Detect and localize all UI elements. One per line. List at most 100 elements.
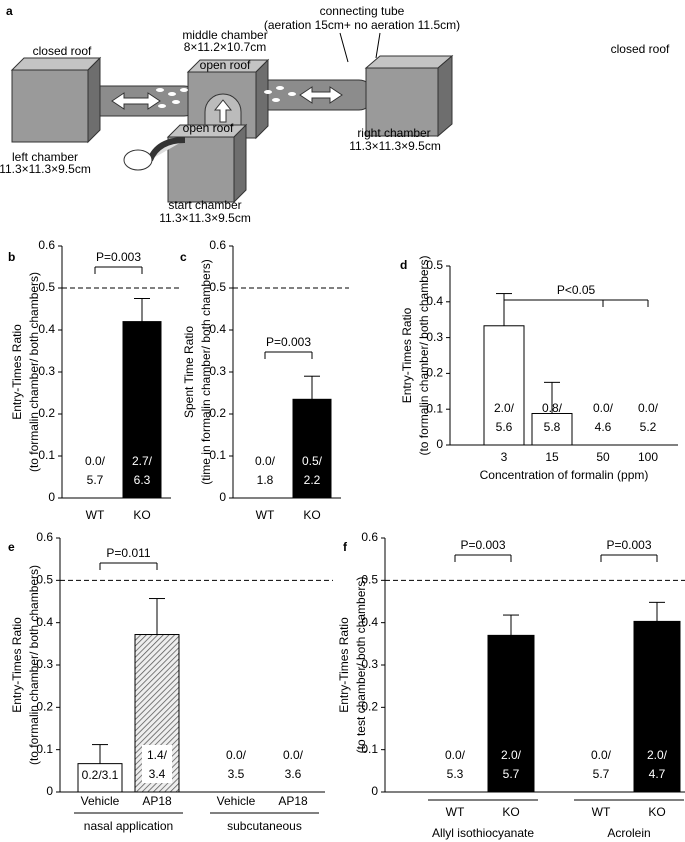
diagram-label: left chamber bbox=[12, 150, 78, 164]
x-tick-label: WT bbox=[446, 805, 465, 819]
group-label: nasal application bbox=[84, 819, 173, 833]
y-axis-label: Entry-Times Ratio bbox=[10, 617, 24, 713]
bar-annotation: 5.8 bbox=[544, 420, 561, 434]
bar-annotation: 4.6 bbox=[595, 420, 612, 434]
y-tick-label: 0.1 bbox=[426, 401, 443, 415]
bar-annotation: 2.0/ bbox=[501, 748, 522, 762]
y-tick-label: 0 bbox=[371, 784, 378, 798]
sig-label: P=0.003 bbox=[96, 250, 141, 264]
x-tick-label: WT bbox=[256, 508, 275, 522]
y-tick-label: 0.6 bbox=[38, 238, 55, 252]
sig-label: P<0.05 bbox=[557, 283, 596, 297]
x-tick-label: 100 bbox=[638, 450, 658, 464]
bar-annotation: 0.0/ bbox=[85, 454, 106, 468]
arrow bbox=[213, 99, 233, 123]
y-tick-label: 0.1 bbox=[38, 448, 55, 462]
y-tick-label: 0.6 bbox=[209, 238, 226, 252]
bar-annotation: 0.0/ bbox=[283, 748, 304, 762]
y-tick-label: 0.4 bbox=[426, 294, 443, 308]
diagram-label: (aeration 15cm+ no aeration 11.5cm) bbox=[264, 18, 460, 32]
diagram-label: closed roof bbox=[611, 42, 670, 56]
pointer bbox=[339, 32, 381, 63]
y-tick-label: 0.5 bbox=[426, 258, 443, 272]
bar-annotation: 2.0/ bbox=[647, 748, 668, 762]
bar-annotation: 0.0/ bbox=[255, 454, 276, 468]
box bbox=[365, 67, 439, 137]
y-tick-label: 0.3 bbox=[426, 330, 443, 344]
diagram-label: open roof bbox=[183, 121, 234, 135]
x-tick-label: AP18 bbox=[278, 794, 308, 808]
y-tick-label: 0.2 bbox=[426, 366, 443, 380]
panel-letter: a bbox=[6, 4, 13, 18]
box bbox=[233, 123, 247, 204]
x-tick-label: AP18 bbox=[142, 794, 172, 808]
x-tick-label: 50 bbox=[596, 450, 610, 464]
bar bbox=[487, 634, 535, 793]
bar-annotation: 3.4 bbox=[149, 767, 166, 781]
bar bbox=[122, 321, 162, 499]
bar bbox=[483, 325, 525, 446]
y-axis-sublabel: (time in formalin chamber/ both chambers… bbox=[199, 259, 213, 484]
x-tick-label: KO bbox=[303, 508, 320, 522]
box bbox=[364, 55, 454, 69]
diagram-label: open roof bbox=[200, 58, 251, 72]
y-axis-sublabel: (to test chamber/ both chambers) bbox=[354, 577, 368, 754]
bar-annotation: 0.8/ bbox=[542, 401, 563, 415]
y-tick-label: 0 bbox=[46, 784, 53, 798]
diagram-label: closed roof bbox=[33, 44, 92, 58]
panel-letter: f bbox=[343, 540, 348, 554]
y-tick-label: 0.4 bbox=[38, 322, 55, 336]
y-tick-label: 0.3 bbox=[209, 364, 226, 378]
bar-annotation: 4.7 bbox=[649, 767, 666, 781]
y-tick-label: 0.2 bbox=[38, 406, 55, 420]
y-axis-sublabel: (to formalin chamber/ both chambers) bbox=[27, 272, 41, 472]
bar-annotation: 1.8 bbox=[257, 473, 274, 487]
x-axis-label: Concentration of formalin (ppm) bbox=[480, 468, 649, 482]
bar-annotation: 0.2/3.1 bbox=[82, 768, 119, 782]
diagram-label: connecting tube bbox=[320, 4, 405, 18]
bar-annotation: 5.7 bbox=[87, 473, 104, 487]
box bbox=[11, 69, 89, 143]
bar bbox=[292, 398, 332, 499]
y-axis-label: Entry-Times Ratio bbox=[400, 307, 414, 403]
bar-annotation: 6.3 bbox=[134, 473, 151, 487]
x-tick-label: Vehicle bbox=[217, 794, 256, 808]
box bbox=[437, 54, 453, 138]
bar-annotation: 1.4/ bbox=[147, 748, 168, 762]
x-tick-label: KO bbox=[648, 805, 665, 819]
diagram-label: 8×11.2×10.7cm bbox=[184, 40, 267, 54]
diagram-label: 11.3×11.3×9.5cm bbox=[0, 162, 91, 176]
y-tick-label: 0.5 bbox=[36, 573, 53, 587]
y-tick-label: 0.6 bbox=[361, 530, 378, 544]
y-tick-label: 0.1 bbox=[209, 448, 226, 462]
sig-label: P=0.003 bbox=[460, 538, 505, 552]
panel-letter: e bbox=[8, 540, 15, 554]
y-axis-label: Entry-Times Ratio bbox=[10, 324, 24, 420]
sig-label: P=0.003 bbox=[266, 335, 311, 349]
y-tick-label: 0.3 bbox=[36, 657, 53, 671]
y-axis-sublabel: (to formalin chamber/ both chambers) bbox=[417, 255, 431, 455]
bar-annotation: 5.2 bbox=[640, 420, 657, 434]
y-tick-label: 0.2 bbox=[209, 406, 226, 420]
diagram-label: right chamber bbox=[357, 126, 430, 140]
mouse bbox=[123, 149, 153, 171]
bar-annotation: 0.5/ bbox=[302, 454, 323, 468]
group-label: subcutaneous bbox=[227, 819, 302, 833]
bar-annotation: 5.6 bbox=[496, 420, 513, 434]
y-tick-label: 0.5 bbox=[209, 280, 226, 294]
bar-annotation: 0.0/ bbox=[638, 401, 659, 415]
box bbox=[255, 58, 269, 140]
bar-annotation: 3.6 bbox=[285, 767, 302, 781]
arrow bbox=[111, 92, 161, 110]
y-tick-label: 0.3 bbox=[38, 364, 55, 378]
y-tick-label: 0.3 bbox=[361, 657, 378, 671]
bar-annotation: 0.0/ bbox=[593, 401, 614, 415]
apparatus-diagram bbox=[10, 32, 454, 204]
panel-letter: c bbox=[180, 250, 187, 264]
bar-annotation: 3.5 bbox=[228, 767, 245, 781]
y-tick-label: 0.1 bbox=[36, 742, 53, 756]
y-axis-label: Entry-Times Ratio bbox=[337, 617, 351, 713]
panel-letter: b bbox=[8, 250, 15, 264]
y-tick-label: 0 bbox=[436, 437, 443, 451]
group-label: Allyl isothiocyanate bbox=[432, 826, 534, 840]
